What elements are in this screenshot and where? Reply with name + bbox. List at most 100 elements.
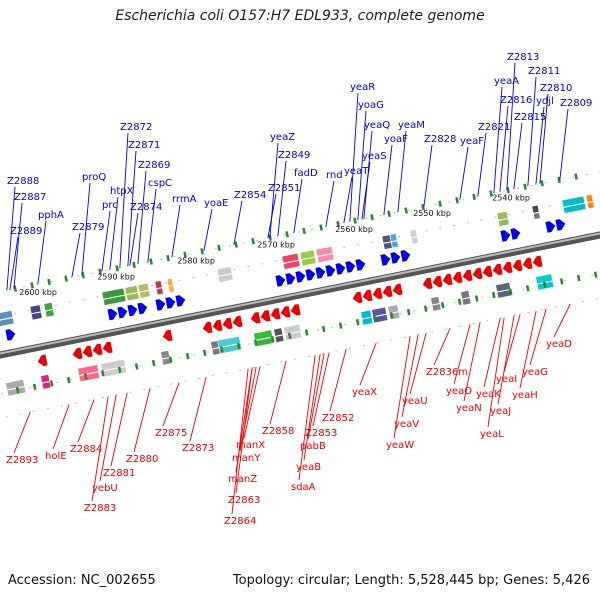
bottom-gene-leader: [13, 412, 31, 454]
scale-tick: [455, 197, 459, 204]
forward-gene-arrow: [325, 265, 336, 277]
topology-summary: Topology: circular; Length: 5,528,445 bp…: [232, 573, 590, 588]
cog-block: [43, 301, 54, 312]
bottom-gene-label: Z2881: [103, 468, 135, 479]
top-gene-leader: [233, 200, 243, 246]
scale-tick: [115, 265, 119, 272]
cog-block: [166, 277, 174, 287]
scale-tick: [491, 291, 496, 299]
top-gene-label: fadD: [294, 168, 318, 179]
top-gene-label: yeaR: [350, 82, 375, 93]
backbone-highlight: [0, 232, 600, 355]
cog-block: [585, 193, 594, 203]
cog-block: [461, 297, 472, 306]
bottom-gene-label: Z2875: [155, 428, 187, 439]
top-gene-label: yeaZ: [270, 132, 295, 143]
bottom-gene-label: Z2873: [182, 443, 214, 454]
top-gene-label: yeaT: [344, 166, 369, 177]
forward-gene-arrow: [315, 267, 326, 279]
top-gene-label: rrmA: [172, 194, 197, 205]
scale-tick: [100, 370, 105, 377]
scale-tick: [523, 183, 527, 190]
top-gene-label: Z2816: [500, 95, 532, 106]
top-gene-label: yeaA: [494, 76, 519, 87]
reverse-gene-arrow: [492, 263, 503, 276]
cog-block: [281, 252, 300, 264]
top-gene-leader: [423, 144, 433, 208]
top-gene-leader: [137, 170, 147, 265]
cog-block: [0, 310, 14, 322]
forward-gene-arrow: [127, 304, 138, 317]
top-gene-label: Z2887: [14, 192, 46, 203]
scale-tick: [525, 285, 530, 292]
top-gene-label: Z2854: [234, 190, 266, 201]
scale-tick: [117, 366, 122, 374]
forward-gene-arrow: [5, 329, 16, 341]
top-gene-label: Z2810: [540, 83, 572, 94]
forward-gene-arrow: [137, 302, 148, 315]
cog-block: [389, 233, 398, 242]
cog-block: [40, 374, 51, 384]
reverse-gene-arrow: [37, 354, 48, 367]
reverse-gene-arrow: [392, 283, 403, 296]
cog-block: [154, 280, 163, 289]
top-gene-leader: [81, 182, 91, 276]
bottom-gene-leader: [269, 360, 287, 425]
reverse-gene-arrow: [222, 317, 233, 330]
scale-tick: [302, 227, 306, 235]
position-label: 2590 kbp: [97, 272, 135, 281]
reverse-gene-arrow: [212, 319, 223, 332]
position-label: 2560 kbp: [335, 225, 373, 234]
scale-tick: [423, 305, 428, 312]
cog-block: [299, 249, 316, 260]
top-gene-leader: [513, 122, 523, 190]
cog-block: [138, 290, 151, 299]
bottom-gene-leader: [110, 392, 128, 467]
bottom-gene-label: Z2863: [228, 495, 260, 506]
forward-gene-arrow: [155, 299, 166, 311]
bottom-gene-label: Z2858: [262, 426, 294, 437]
bottom-gene-leader: [463, 322, 481, 402]
cog-block: [218, 343, 243, 355]
bottom-gene-leader: [487, 317, 505, 428]
scale-tick: [372, 315, 377, 323]
bottom-gene-label: yeaB: [296, 462, 321, 473]
position-label: 2570 kbp: [257, 240, 295, 249]
scale-tick: [559, 278, 564, 285]
scale-tick: [355, 319, 360, 326]
scale-tick: [134, 363, 139, 370]
scale-tick: [389, 312, 394, 319]
position-label: 2540 kbp: [492, 193, 530, 202]
top-gene-leader: [129, 212, 139, 266]
top-gene-label: yoaG: [358, 100, 384, 111]
top-gene-leader: [361, 161, 371, 220]
bottom-gene-label: manY: [232, 453, 261, 464]
forward-gene-arrow: [275, 275, 286, 287]
reverse-gene-arrow: [250, 311, 261, 324]
top-gene-label: Z2874: [130, 202, 162, 213]
top-gene-leader: [477, 132, 487, 197]
scale-tick: [406, 308, 411, 316]
scale-tick: [508, 288, 513, 295]
reverse-gene-arrow: [462, 269, 473, 282]
scale-tick: [593, 271, 598, 278]
bottom-gene-label: yeaV: [394, 419, 419, 430]
top-gene-leader: [535, 106, 545, 185]
reverse-gene-arrow: [72, 347, 83, 360]
bottom-gene-label: yeaU: [402, 396, 428, 407]
top-gene-label: Z2851: [268, 183, 300, 194]
top-gene-label: Z2888: [7, 176, 39, 187]
reverse-gene-arrow: [92, 343, 103, 356]
cog-block: [30, 311, 43, 321]
top-gene-leader: [171, 204, 181, 258]
bottom-gene-leader: [553, 304, 571, 338]
cog-block: [125, 292, 140, 302]
scale-tick: [542, 281, 547, 289]
scale-tick: [166, 254, 170, 262]
top-gene-leader: [357, 110, 367, 221]
bottom-gene-leader: [133, 388, 151, 453]
top-gene-label: yeaF: [460, 136, 484, 147]
top-gene-leader: [293, 178, 303, 234]
reverse-gene-arrow: [522, 257, 533, 270]
